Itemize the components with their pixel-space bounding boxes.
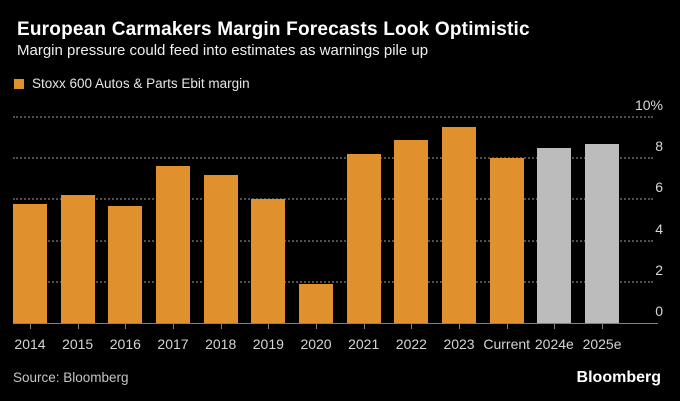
- legend-swatch-icon: [14, 78, 24, 89]
- bar-2020: [299, 283, 334, 323]
- x-tick-label-current: Current: [483, 336, 531, 352]
- bar-current: [489, 158, 524, 323]
- x-tick-2018: [220, 324, 222, 329]
- x-tick-label-2019: 2019: [252, 336, 284, 352]
- bar-2014: [13, 203, 47, 323]
- chart-title: European Carmakers Margin Forecasts Look…: [17, 19, 530, 40]
- x-tick-2024e: [554, 324, 556, 329]
- gridline-6: [13, 198, 653, 201]
- x-tick-label-2015: 2015: [62, 336, 94, 352]
- plot-area: 0 2 4 6 8 10%: [13, 98, 663, 329]
- bar-2025e: [585, 143, 620, 323]
- x-tick-2017: [173, 324, 174, 329]
- bar-2021: [346, 154, 381, 323]
- gridline-8: [13, 157, 653, 160]
- x-tick-label-2021: 2021: [348, 336, 380, 352]
- y-tick-label-2: 2: [655, 261, 663, 278]
- bar-2024e: [537, 147, 572, 323]
- bar-2022: [394, 139, 429, 323]
- x-tick-label-2014: 2014: [14, 336, 46, 352]
- x-tick-label-2023: 2023: [443, 336, 475, 352]
- x-tick-current: [506, 324, 508, 329]
- x-tick-label-2017: 2017: [157, 336, 189, 352]
- bar-2015: [60, 195, 95, 323]
- x-axis-labels: 2014 2015 2016 2017 2018 2019 2020 2021 2022 2023…: [0, 337, 680, 353]
- gridline-10: [13, 116, 653, 118]
- x-tick-2021: [363, 324, 365, 329]
- x-tick-2015: [77, 324, 79, 329]
- bar-2017: [156, 166, 190, 323]
- x-tick-2022: [411, 324, 413, 329]
- y-tick-label-10%: 10%: [634, 97, 663, 113]
- y-tick-label-8: 8: [655, 138, 663, 155]
- y-tick-label-0: 0: [655, 303, 663, 319]
- bloomberg-logo: Bloomberg: [576, 369, 661, 386]
- legend-label: Stoxx 600 Autos & Parts Ebit margin: [32, 76, 250, 91]
- x-tick-2019: [268, 324, 270, 329]
- x-tick-2014: [30, 324, 31, 329]
- legend: Stoxx 600 Autos & Parts Ebit margin: [14, 76, 250, 91]
- x-tick-2020: [316, 324, 318, 329]
- y-tick-label-4: 4: [655, 220, 663, 237]
- bar-2023: [442, 127, 477, 323]
- x-tick-2016: [125, 324, 127, 329]
- x-tick-label-2020: 2020: [300, 336, 332, 352]
- gridline-4: [13, 239, 653, 242]
- bar-2016: [108, 205, 143, 323]
- chart-subtitle: Margin pressure could feed into estimate…: [17, 42, 429, 59]
- x-tick-label-2016: 2016: [109, 336, 141, 352]
- x-tick-label-2018: 2018: [205, 336, 237, 352]
- x-tick-2023: [459, 324, 461, 329]
- x-tick-2025e: [602, 324, 604, 329]
- y-tick-label-6: 6: [655, 179, 663, 196]
- bar-2018: [203, 174, 238, 323]
- bar-2019: [251, 199, 286, 323]
- x-tick-label-2025e: 2025e: [582, 336, 622, 352]
- x-tick-label-2022: 2022: [395, 336, 427, 352]
- source-note: Source: Bloomberg: [13, 370, 129, 385]
- x-tick-label-2024e: 2024e: [534, 336, 574, 352]
- x-axis-line: [13, 323, 658, 324]
- gridline-2: [13, 280, 653, 283]
